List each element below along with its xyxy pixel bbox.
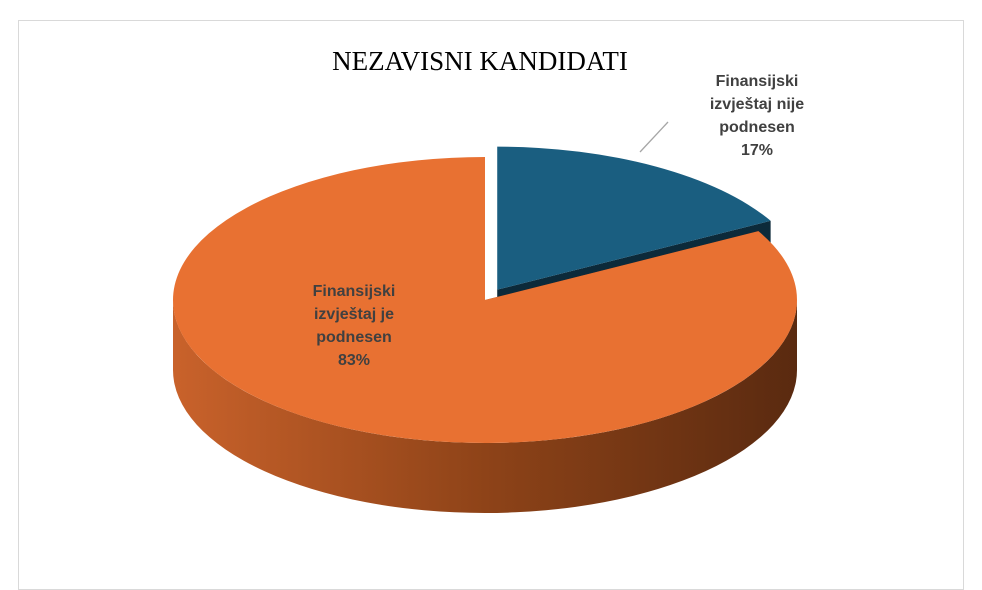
data-label: Finansijski izvještaj je podnesen 83% — [298, 280, 410, 372]
data-label: Finansijski izvještaj nije podnesen 17% — [692, 70, 822, 162]
leader-line — [639, 121, 669, 153]
label-value: 17% — [740, 142, 774, 159]
slice-side — [173, 300, 797, 513]
chart-title: NEZAVISNI KANDIDATI — [332, 46, 628, 76]
label-category: Finansijski izvještaj je podnesen — [312, 283, 396, 346]
label-value: 83% — [337, 352, 371, 369]
label-category: Finansijski izvještaj nije podnesen — [709, 73, 805, 136]
pie-slice — [172, 157, 797, 443]
pie-slice — [497, 146, 771, 290]
